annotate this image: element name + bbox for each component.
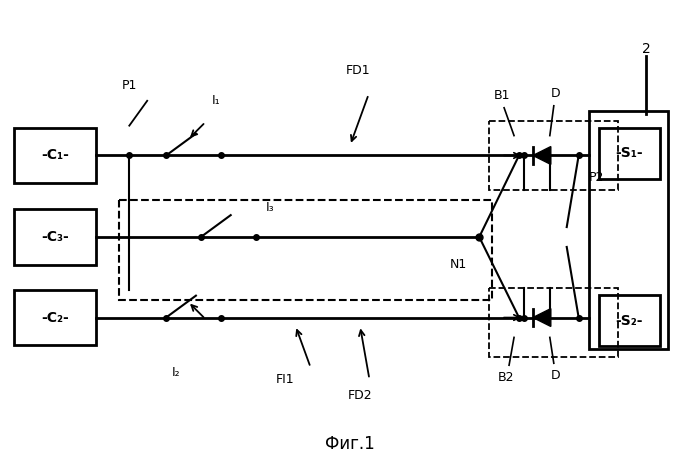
Text: P1: P1	[121, 79, 136, 92]
Text: I₁: I₁	[211, 94, 220, 107]
Bar	[120, 200, 492, 300]
Text: -C₁-: -C₁-	[41, 148, 69, 163]
Text: D: D	[551, 369, 561, 382]
Text: I₃: I₃	[265, 201, 274, 214]
Text: Фиг.1: Фиг.1	[325, 435, 375, 453]
Bar	[14, 209, 95, 265]
Text: P2: P2	[589, 171, 604, 184]
Bar	[14, 128, 95, 183]
Text: D: D	[551, 87, 561, 100]
Text: -C₃-: -C₃-	[41, 230, 69, 244]
Text: I₂: I₂	[172, 366, 181, 379]
Polygon shape	[533, 146, 551, 164]
Text: 2: 2	[642, 42, 650, 56]
Bar	[489, 288, 618, 357]
Text: B1: B1	[494, 89, 510, 102]
Text: N1: N1	[449, 258, 467, 271]
Bar	[14, 290, 95, 346]
Text: FI1: FI1	[276, 373, 295, 386]
Text: B2: B2	[498, 371, 514, 383]
Text: FD1: FD1	[346, 64, 370, 77]
Bar	[589, 111, 668, 349]
Polygon shape	[533, 309, 551, 327]
Bar	[598, 128, 660, 179]
Text: -S₂-: -S₂-	[615, 313, 643, 328]
Text: FD2: FD2	[348, 389, 372, 401]
Text: -C₂-: -C₂-	[41, 310, 69, 325]
Text: -S₁-: -S₁-	[615, 146, 643, 161]
Bar	[598, 295, 660, 346]
Bar	[489, 121, 618, 190]
